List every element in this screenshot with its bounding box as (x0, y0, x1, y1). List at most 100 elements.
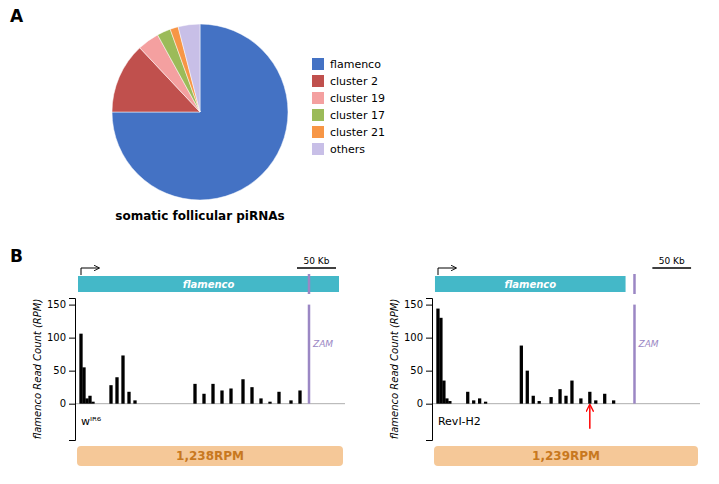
y-tick: 0 (417, 398, 432, 409)
bar (202, 394, 205, 404)
bar (445, 398, 448, 403)
tick-label: 50 (410, 365, 423, 376)
pie (112, 24, 288, 200)
legend-item: flamenco (312, 58, 381, 71)
bar (448, 401, 451, 404)
bar (211, 384, 214, 404)
bar (588, 392, 591, 404)
arrow (589, 405, 591, 429)
y-tick: 50 (410, 365, 432, 376)
legend-swatch (312, 58, 324, 70)
region-label: flamenco (504, 279, 556, 290)
marker-label: ZAM (312, 339, 333, 349)
legend-item: cluster 2 (312, 75, 378, 88)
bar (220, 390, 223, 403)
tick-mark (426, 404, 432, 405)
legend-label: flamenco (330, 58, 381, 71)
y-axis: 0 50 100 150 (404, 299, 433, 441)
legend-item: cluster 21 (312, 126, 385, 139)
bar (193, 384, 196, 404)
legend-swatch (312, 75, 324, 87)
legend-label: cluster 21 (330, 126, 385, 139)
bar (133, 400, 136, 403)
rpm-box (77, 446, 343, 466)
legend-label: cluster 19 (330, 92, 385, 105)
scale-label: 50 Kb (659, 256, 685, 266)
tick-mark (426, 371, 432, 372)
rpm-label: 1,238RPM (176, 449, 244, 463)
legend-item: cluster 17 (312, 109, 385, 122)
tick-label: 0 (417, 398, 423, 409)
bar (472, 400, 475, 403)
y-tick: 50 (53, 365, 75, 376)
bar (91, 402, 94, 404)
legend-label: others (330, 143, 365, 156)
scale-bar (652, 267, 691, 269)
bar-panel: 0 50 100 150 flamenco Read Count (RPM) 50 Kb f… (389, 256, 700, 466)
bar (594, 400, 597, 403)
bar (558, 389, 561, 404)
y-tick: 100 (404, 332, 432, 343)
bar (127, 392, 130, 404)
panel-label: A (10, 6, 24, 26)
legend-swatch (312, 92, 324, 104)
tick-label: 100 (47, 332, 66, 343)
legend-item: others (312, 143, 365, 156)
bar (603, 394, 606, 404)
region-bar (78, 276, 339, 292)
bar (289, 400, 292, 403)
bar (82, 367, 85, 403)
y-tick: 0 (60, 398, 75, 409)
bar (229, 388, 232, 403)
tick-mark (69, 305, 75, 306)
sample-label: RevI-H2 (438, 415, 481, 428)
tick-mark (426, 305, 432, 306)
y-tick: 150 (47, 299, 75, 310)
tick-mark (69, 338, 75, 339)
bar (109, 385, 112, 403)
bar (549, 397, 552, 404)
scale-label: 50 Kb (304, 256, 330, 266)
y-axis-label: flamenco Read Count (RPM) (389, 299, 400, 440)
region-bar (435, 276, 626, 292)
bar (277, 392, 280, 404)
marker-line (308, 305, 311, 404)
legend-item: cluster 19 (312, 92, 385, 105)
pie-slice (112, 24, 288, 200)
bar (79, 334, 82, 404)
tick-label: 0 (60, 398, 66, 409)
axis-domain (426, 299, 433, 441)
rpm-label: 1,239RPM (532, 449, 600, 463)
bar (526, 371, 529, 404)
bar (115, 377, 118, 403)
bar (436, 309, 439, 404)
direction-arrow (81, 268, 99, 275)
legend-swatch (312, 143, 324, 155)
direction-arrow (438, 268, 456, 275)
bar (250, 387, 253, 404)
bar (532, 396, 535, 404)
bar (298, 390, 301, 403)
bar (570, 381, 573, 404)
tick-mark (69, 404, 75, 405)
y-tick: 100 (47, 332, 75, 343)
bar (268, 402, 271, 404)
bar (439, 318, 442, 404)
legend-label: cluster 17 (330, 109, 385, 122)
tick-label: 150 (404, 299, 423, 310)
legend-label: cluster 2 (330, 75, 378, 88)
marker-line-bar (633, 274, 636, 294)
bar (466, 392, 469, 404)
bar (442, 381, 445, 404)
bar (88, 396, 91, 404)
legend-swatch (312, 126, 324, 138)
tick-mark (426, 338, 432, 339)
region-label: flamenco (183, 279, 235, 290)
marker-line-bar (308, 274, 311, 294)
scale-bar (297, 267, 336, 269)
bar (538, 401, 541, 404)
sample-label: wᴵᴿ⁶ (81, 415, 102, 428)
tick-mark (69, 371, 75, 372)
plot-area (79, 334, 301, 404)
marker-label: ZAM (637, 339, 658, 349)
